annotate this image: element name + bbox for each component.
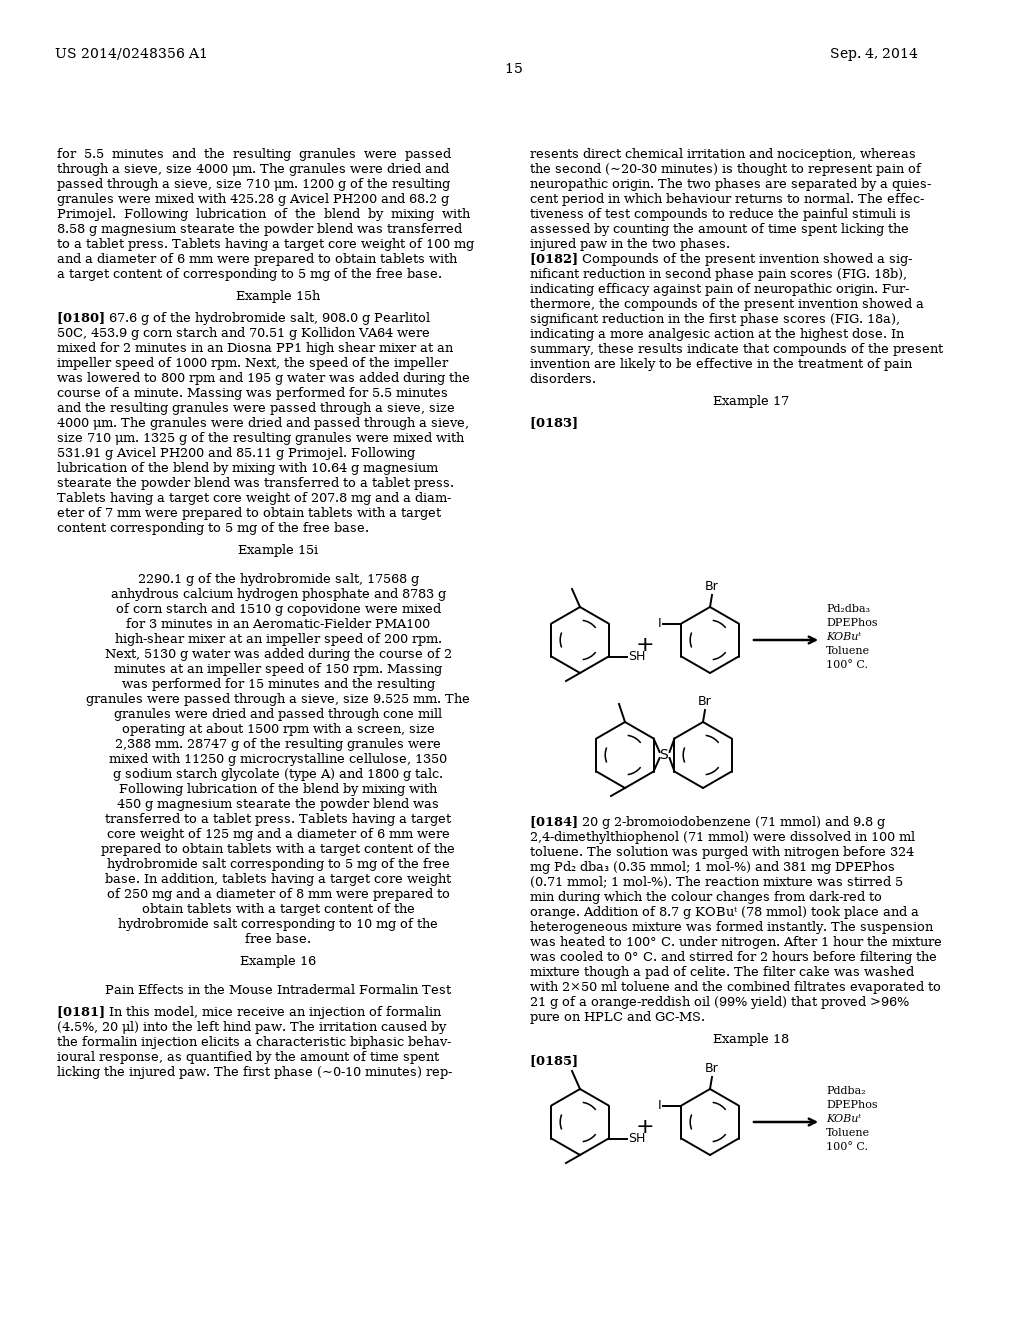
Text: I: I [657,616,662,630]
Text: Toluene: Toluene [826,1129,870,1138]
Text: Pd₂dba₃: Pd₂dba₃ [826,605,870,614]
Text: Toluene: Toluene [826,645,870,656]
Text: Pddba₂: Pddba₂ [826,1086,865,1096]
Text: SH: SH [629,649,646,663]
Text: DPEPhos: DPEPhos [826,618,878,628]
Text: DPEPhos: DPEPhos [826,1100,878,1110]
Text: KOBuᵗ: KOBuᵗ [826,632,861,642]
Text: I: I [657,1100,662,1111]
Text: Br: Br [698,696,712,708]
Text: 100° C.: 100° C. [826,660,868,671]
Text: S: S [659,748,668,762]
Text: Br: Br [706,1063,719,1074]
Text: KOBuᵗ: KOBuᵗ [826,1114,861,1125]
Text: SH: SH [629,1133,646,1144]
Text: +: + [636,635,654,655]
Text: Br: Br [706,579,719,593]
Text: +: + [636,1117,654,1137]
Text: 100° C.: 100° C. [826,1142,868,1152]
